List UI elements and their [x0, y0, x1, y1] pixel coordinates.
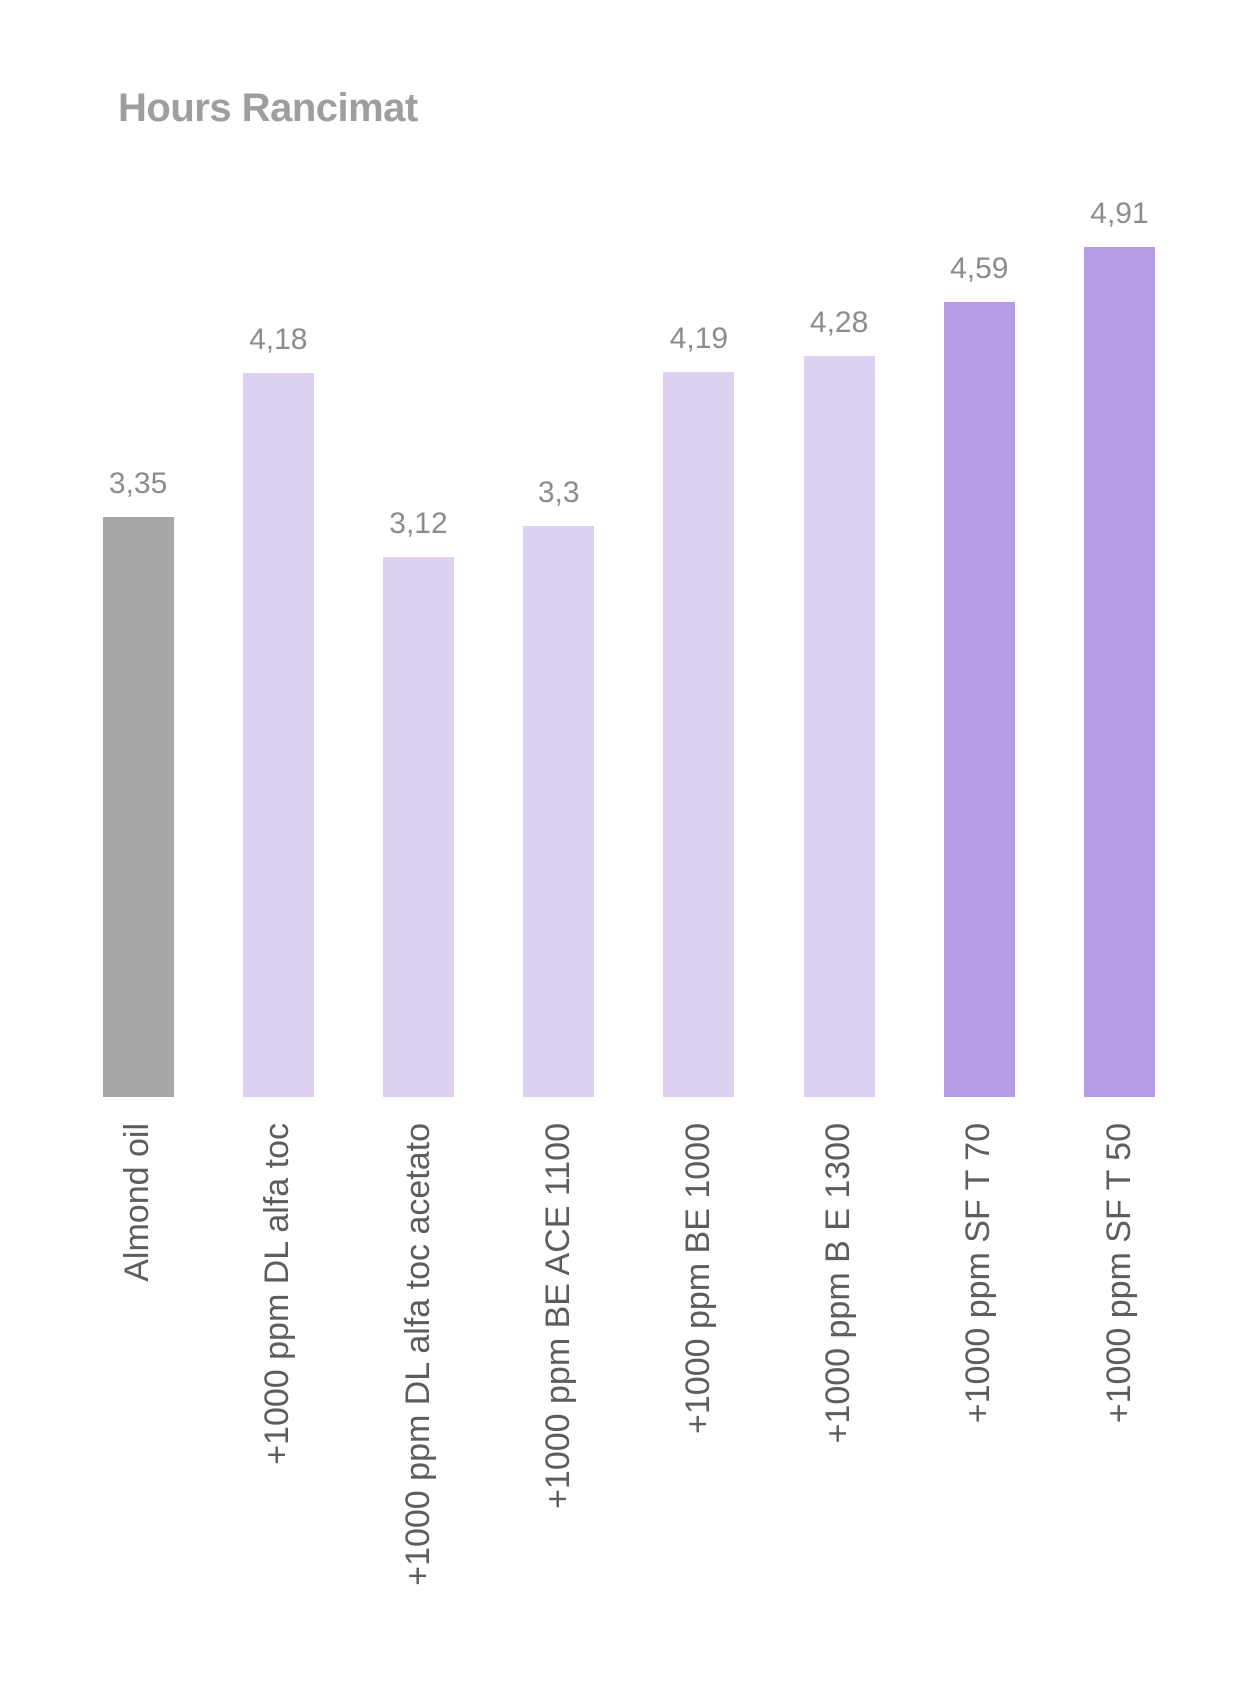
x-axis-label-slot: +1000 ppm BE ACE 1100 [489, 1123, 629, 1509]
bar [102, 517, 174, 1097]
bar [663, 371, 735, 1097]
chart-column: 3,12 +1000 ppm DL alfa toc acetato [348, 0, 488, 1703]
bar-value-label: 4,59 [950, 252, 1009, 286]
bar-value-label: 4,28 [809, 306, 869, 340]
chart-column: 4,59 +1000 ppm SF T 70 [909, 0, 1049, 1703]
bar [242, 373, 314, 1097]
x-axis-label: +1000 ppm BE ACE 1100 [538, 1123, 577, 1509]
x-axis-label-slot: +1000 ppm DL alfa toc acetato [348, 1123, 488, 1586]
bar [523, 525, 595, 1097]
x-axis-label: +1000 ppm B E 1300 [819, 1123, 858, 1444]
bar-value-label: 4,18 [249, 323, 308, 357]
chart-column: 3,35 Almond oil [68, 0, 208, 1703]
chart-column: 4,91 +1000 ppm SF T 50 [1049, 0, 1189, 1703]
bar-value-label: 4,19 [669, 321, 729, 355]
chart-column: 4,19 +1000 ppm BE 1000 [629, 0, 769, 1703]
x-axis-label: +1000 ppm SF T 70 [959, 1123, 998, 1424]
x-axis-label-slot: +1000 ppm BE 1000 [629, 1123, 769, 1434]
x-axis-label-slot: +1000 ppm B E 1300 [769, 1123, 909, 1443]
x-axis-label: +1000 ppm DL alfa toc acetato [398, 1123, 437, 1586]
x-axis-label: +1000 ppm DL alfa toc [258, 1123, 297, 1465]
x-axis-label: +1000 ppm SF T 50 [1099, 1123, 1138, 1424]
chart-title: Hours Rancimat [118, 86, 418, 130]
bar-value-label: 4,91 [1090, 197, 1149, 231]
x-axis-label-slot: +1000 ppm SF T 70 [909, 1123, 1049, 1423]
chart-column: 3,3 +1000 ppm BE ACE 1100 [489, 0, 629, 1703]
bar [1083, 247, 1155, 1097]
x-axis-label-slot: +1000 ppm SF T 50 [1049, 1123, 1189, 1423]
x-axis-label-slot: Almond oil [68, 1123, 208, 1282]
chart-column: 4,28 +1000 ppm B E 1300 [769, 0, 909, 1703]
bar-value-label: 3,35 [108, 467, 168, 501]
bar [943, 302, 1015, 1097]
chart-column: 4,18 +1000 ppm DL alfa toc [208, 0, 348, 1703]
x-axis-label-slot: +1000 ppm DL alfa toc [208, 1123, 348, 1465]
bar [803, 356, 875, 1097]
bar-value-label: 3,3 [537, 475, 580, 509]
bar-value-label: 3,12 [389, 506, 448, 540]
x-axis-label: Almond oil [118, 1123, 157, 1282]
bar [382, 556, 454, 1097]
x-axis-label: +1000 ppm BE 1000 [679, 1123, 718, 1434]
